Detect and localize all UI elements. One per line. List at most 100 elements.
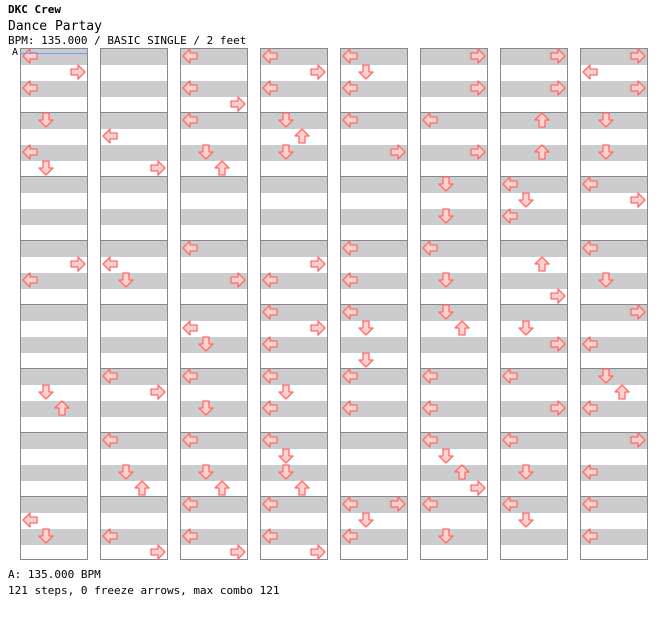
beat-band (581, 369, 647, 385)
beat-band (341, 465, 407, 481)
arrow-down-icon (438, 176, 454, 192)
measure-line (421, 432, 487, 433)
beat-band (581, 113, 647, 129)
arrow-right-icon (550, 336, 566, 352)
footer-bpm: A: 135.000 BPM (8, 568, 101, 581)
beat-band (261, 209, 327, 225)
measure-line (21, 432, 87, 433)
measure-line (421, 240, 487, 241)
measure-line (501, 240, 567, 241)
beat-band (501, 305, 567, 321)
arrow-up-icon (534, 112, 550, 128)
measure-line (21, 368, 87, 369)
arrow-down-icon (38, 528, 54, 544)
arrow-down-icon (198, 144, 214, 160)
beat-band (581, 209, 647, 225)
measure-line (501, 112, 567, 113)
arrow-down-icon (438, 528, 454, 544)
arrow-up-icon (214, 160, 230, 176)
beat-band (421, 305, 487, 321)
arrow-down-icon (38, 112, 54, 128)
beat-band (581, 273, 647, 289)
arrow-down-icon (598, 112, 614, 128)
chart-title: Dance Partay (8, 19, 102, 34)
arrow-left-icon (422, 496, 438, 512)
measure-line (101, 368, 167, 369)
beat-band (101, 337, 167, 353)
arrow-right-icon (310, 256, 326, 272)
arrow-down-icon (278, 448, 294, 464)
beat-band (501, 145, 567, 161)
arrow-left-icon (22, 48, 38, 64)
beat-band (101, 305, 167, 321)
arrow-up-icon (294, 480, 310, 496)
beat-band (101, 49, 167, 65)
arrow-down-icon (438, 272, 454, 288)
measure-line (501, 368, 567, 369)
arrow-down-icon (198, 336, 214, 352)
arrow-up-icon (614, 384, 630, 400)
measure-line (501, 496, 567, 497)
arrow-left-icon (22, 512, 38, 528)
arrow-right-icon (230, 272, 246, 288)
arrow-right-icon (630, 192, 646, 208)
measure-line (21, 240, 87, 241)
beat-band (261, 145, 327, 161)
measure-line (581, 368, 647, 369)
arrow-left-icon (182, 80, 198, 96)
beat-band (21, 209, 87, 225)
arrow-down-icon (438, 304, 454, 320)
measure-line (261, 304, 327, 305)
beat-band (181, 337, 247, 353)
arrow-right-icon (150, 160, 166, 176)
arrow-down-icon (278, 112, 294, 128)
arrow-left-icon (502, 208, 518, 224)
arrow-left-icon (582, 528, 598, 544)
arrow-down-icon (278, 464, 294, 480)
arrow-left-icon (582, 64, 598, 80)
arrow-right-icon (310, 544, 326, 560)
arrow-up-icon (54, 400, 70, 416)
beat-band (101, 401, 167, 417)
beat-band (21, 465, 87, 481)
arrow-left-icon (342, 112, 358, 128)
arrow-right-icon (470, 480, 486, 496)
beat-band (101, 273, 167, 289)
arrow-left-icon (262, 304, 278, 320)
measure-line (341, 112, 407, 113)
beat-band (421, 529, 487, 545)
arrow-right-icon (630, 48, 646, 64)
beat-band (101, 145, 167, 161)
arrow-left-icon (262, 80, 278, 96)
measure-line (101, 432, 167, 433)
measure-line (261, 112, 327, 113)
beat-band (501, 465, 567, 481)
beat-band (21, 401, 87, 417)
arrow-up-icon (214, 480, 230, 496)
beat-band (501, 113, 567, 129)
measure-line (21, 304, 87, 305)
arrow-down-icon (198, 464, 214, 480)
beat-band (501, 273, 567, 289)
arrow-left-icon (342, 272, 358, 288)
arrow-right-icon (230, 544, 246, 560)
beat-band (261, 113, 327, 129)
arrow-left-icon (182, 432, 198, 448)
arrow-left-icon (182, 112, 198, 128)
beat-band (421, 337, 487, 353)
measure-line (261, 368, 327, 369)
arrow-up-icon (454, 464, 470, 480)
beat-band (341, 209, 407, 225)
beat-band (341, 337, 407, 353)
measure-line (421, 368, 487, 369)
measure-line (101, 496, 167, 497)
measure-line (421, 496, 487, 497)
beat-band (421, 209, 487, 225)
beat-band (421, 273, 487, 289)
measure-line (101, 240, 167, 241)
arrow-left-icon (102, 368, 118, 384)
measure-line (181, 304, 247, 305)
arrow-left-icon (262, 272, 278, 288)
arrow-left-icon (422, 112, 438, 128)
measure-line (21, 112, 87, 113)
